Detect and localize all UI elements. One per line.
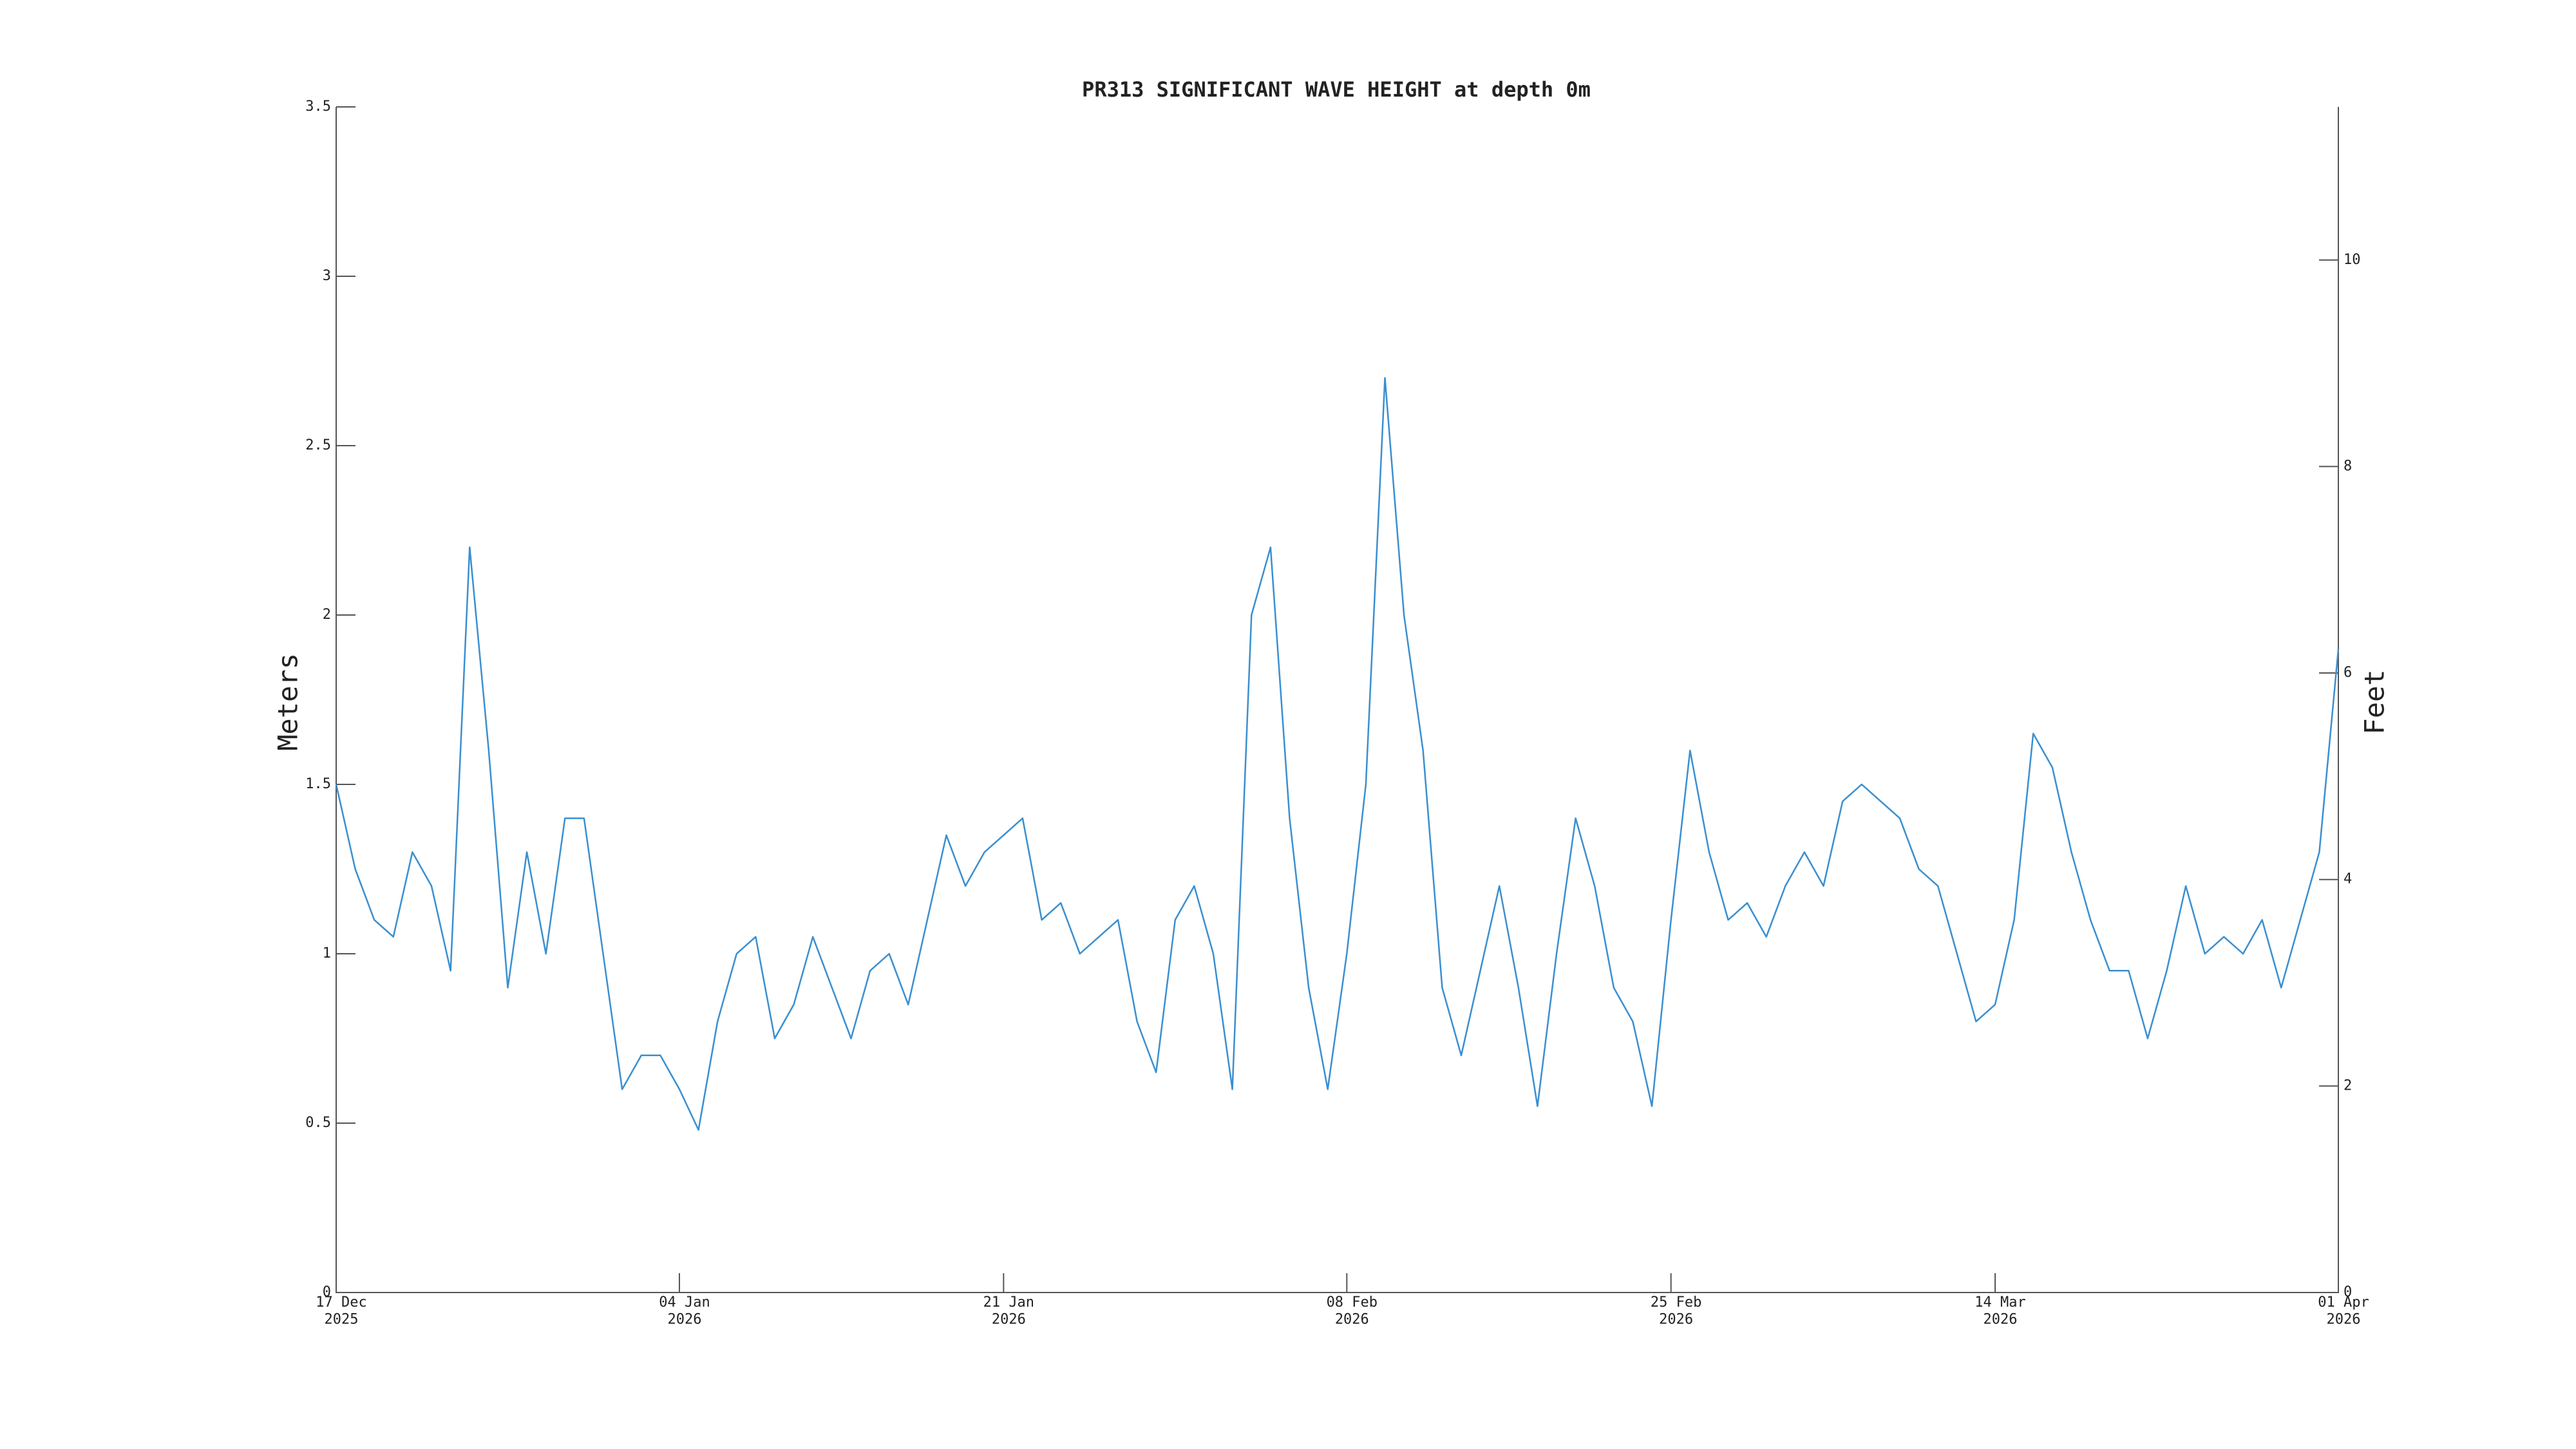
x-tick-label: 01 Apr 2026 <box>2318 1294 2369 1327</box>
y-tick-label: 3 <box>323 268 331 284</box>
y2-tick-label: 2 <box>2344 1077 2352 1094</box>
y2-tick-label: 0 <box>2344 1284 2352 1300</box>
y-tick-label: 2 <box>323 607 331 623</box>
y2-tick-label: 4 <box>2344 871 2352 887</box>
y2-tick-label: 6 <box>2344 665 2352 681</box>
data-line <box>335 377 2340 1131</box>
y2-axis-label: Feet <box>2359 669 2391 734</box>
y-axis-label: Meters <box>272 653 304 751</box>
y-tick-label: 2.5 <box>305 437 331 453</box>
y-tick-label: 1.5 <box>305 776 331 792</box>
x-tick-label: 21 Jan 2026 <box>983 1294 1034 1327</box>
x-tick-label: 14 Mar 2026 <box>1975 1294 2025 1327</box>
y-tick-label: 3.5 <box>305 99 331 115</box>
y-tick-label: 0.5 <box>305 1115 331 1131</box>
x-tick-label: 04 Jan 2026 <box>659 1294 710 1327</box>
x-tick-label: 08 Feb 2026 <box>1327 1294 1378 1327</box>
x-tick-label: 25 Feb 2026 <box>1651 1294 1701 1327</box>
y2-tick-label: 10 <box>2344 252 2361 268</box>
y2-tick-label: 8 <box>2344 458 2352 474</box>
y-tick-label: 0 <box>323 1284 331 1300</box>
chart-title: PR313 SIGNIFICANT WAVE HEIGHT at depth 0… <box>1082 77 1591 102</box>
axes-frame <box>336 107 2339 1293</box>
y-tick-label: 1 <box>323 945 331 961</box>
x-tick-label: 17 Dec 2025 <box>316 1294 366 1327</box>
